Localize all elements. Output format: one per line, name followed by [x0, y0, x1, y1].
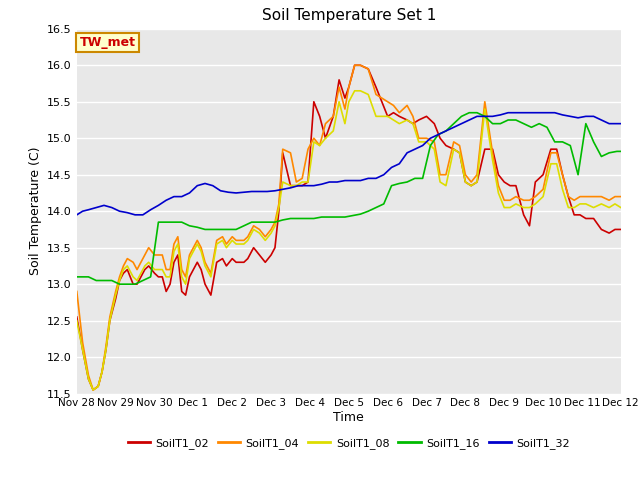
Legend: SoilT1_02, SoilT1_04, SoilT1_08, SoilT1_16, SoilT1_32: SoilT1_02, SoilT1_04, SoilT1_08, SoilT1_…: [123, 434, 575, 454]
Title: Soil Temperature Set 1: Soil Temperature Set 1: [262, 9, 436, 24]
Text: TW_met: TW_met: [79, 36, 136, 49]
Y-axis label: Soil Temperature (C): Soil Temperature (C): [29, 147, 42, 276]
X-axis label: Time: Time: [333, 411, 364, 424]
